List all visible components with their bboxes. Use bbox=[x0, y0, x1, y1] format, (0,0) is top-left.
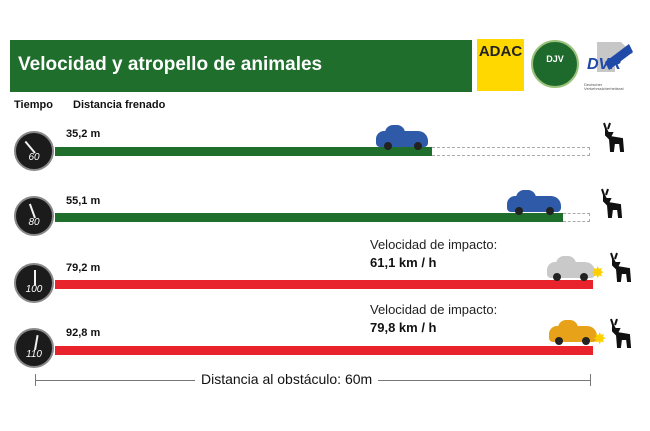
impact-speed-label: Velocidad de impacto: bbox=[370, 302, 498, 317]
title-bar bbox=[10, 40, 472, 92]
braking-column-header: Distancia frenado bbox=[73, 99, 166, 111]
adac-logo: ADAC bbox=[477, 39, 524, 91]
braking-bar bbox=[55, 213, 563, 222]
deer-icon bbox=[603, 122, 625, 152]
obstacle-distance-tick bbox=[35, 374, 36, 386]
braking-bar bbox=[55, 346, 593, 355]
obstacle-distance-label: Distancia al obstáculo: 60m bbox=[195, 371, 379, 387]
dvr-logo bbox=[585, 40, 635, 95]
impact-speed-label: Velocidad de impacto: bbox=[370, 237, 498, 252]
djv-logo: DJV bbox=[531, 40, 579, 88]
page-title: Velocidad y atropello de animales bbox=[18, 54, 323, 75]
braking-distance: 79,2 m bbox=[66, 262, 101, 274]
braking-distance: 55,1 m bbox=[66, 195, 101, 207]
car-wheel-icon bbox=[546, 207, 554, 215]
impact-speed-value: 61,1 km / h bbox=[370, 255, 437, 270]
car-wheel-icon bbox=[582, 337, 590, 345]
car-wheel-icon bbox=[555, 337, 563, 345]
remaining-distance-bar bbox=[563, 213, 590, 222]
impact-speed-value: 79,8 km / h bbox=[370, 320, 437, 335]
remaining-distance-bar bbox=[432, 147, 590, 156]
deer-icon bbox=[601, 188, 623, 218]
speedometer-icon: 100 bbox=[14, 263, 54, 303]
dvr-logo-subtitle: Deutscher Verkehrssicherheitsrat bbox=[584, 82, 624, 91]
car-wheel-icon bbox=[515, 207, 523, 215]
speedometer-icon: 80 bbox=[14, 196, 54, 236]
car-wheel-icon bbox=[414, 142, 422, 150]
braking-distance: 35,2 m bbox=[66, 128, 101, 140]
crash-icon: ✸ bbox=[591, 265, 605, 282]
braking-distance: 92,8 m bbox=[66, 327, 101, 339]
deer-icon bbox=[610, 318, 632, 348]
braking-bar bbox=[55, 280, 593, 289]
obstacle-distance-tick bbox=[590, 374, 591, 386]
time-column-header: Tiempo bbox=[14, 99, 53, 111]
car-wheel-icon bbox=[384, 142, 392, 150]
speedometer-icon: 110 bbox=[14, 328, 54, 368]
braking-bar bbox=[55, 147, 432, 156]
speedometer-icon: 60 bbox=[14, 131, 54, 171]
deer-icon bbox=[610, 252, 632, 282]
car-wheel-icon bbox=[580, 273, 588, 281]
car-wheel-icon bbox=[553, 273, 561, 281]
crash-icon: ✸ bbox=[593, 331, 607, 348]
dvr-logo-text: DVR bbox=[587, 56, 621, 73]
